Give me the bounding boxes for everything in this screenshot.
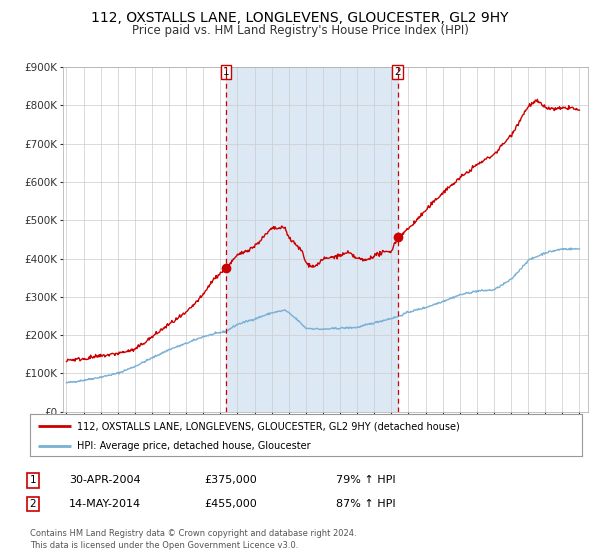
Text: 2: 2 (29, 499, 37, 509)
Text: 112, OXSTALLS LANE, LONGLEVENS, GLOUCESTER, GL2 9HY (detached house): 112, OXSTALLS LANE, LONGLEVENS, GLOUCEST… (77, 421, 460, 431)
Text: 30-APR-2004: 30-APR-2004 (69, 475, 140, 486)
Text: Price paid vs. HM Land Registry's House Price Index (HPI): Price paid vs. HM Land Registry's House … (131, 24, 469, 36)
Text: 2: 2 (394, 67, 401, 77)
Text: 1: 1 (29, 475, 37, 486)
Text: HPI: Average price, detached house, Gloucester: HPI: Average price, detached house, Glou… (77, 441, 311, 451)
Text: 1: 1 (223, 67, 229, 77)
Text: 14-MAY-2014: 14-MAY-2014 (69, 499, 141, 509)
Text: £375,000: £375,000 (204, 475, 257, 486)
Text: 112, OXSTALLS LANE, LONGLEVENS, GLOUCESTER, GL2 9HY: 112, OXSTALLS LANE, LONGLEVENS, GLOUCEST… (91, 11, 509, 25)
Text: 87% ↑ HPI: 87% ↑ HPI (336, 499, 395, 509)
Text: £455,000: £455,000 (204, 499, 257, 509)
Text: Contains HM Land Registry data © Crown copyright and database right 2024.: Contains HM Land Registry data © Crown c… (30, 529, 356, 538)
Text: 79% ↑ HPI: 79% ↑ HPI (336, 475, 395, 486)
Text: This data is licensed under the Open Government Licence v3.0.: This data is licensed under the Open Gov… (30, 541, 298, 550)
Bar (226, 67, 398, 412)
